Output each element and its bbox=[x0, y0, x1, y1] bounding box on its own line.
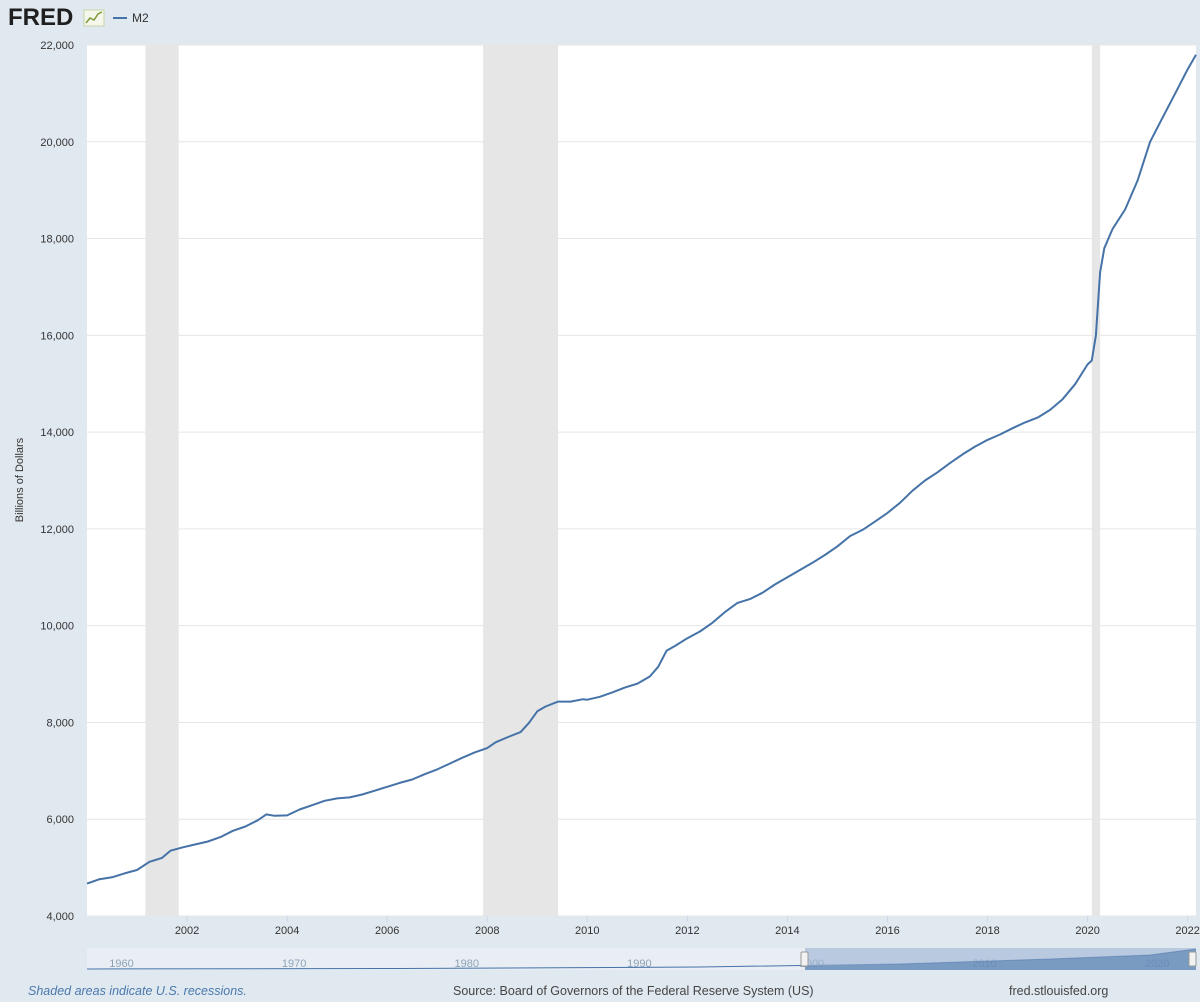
x-tick-label: 2012 bbox=[675, 925, 699, 937]
navigator-label: 1960 bbox=[109, 958, 133, 970]
y-axis: 4,000 6,000 8,000 10,000 12,000 14,000 16,000 1… bbox=[40, 40, 74, 923]
x-tick-label: 2016 bbox=[875, 925, 899, 937]
series-line-m2[interactable] bbox=[86, 54, 1197, 885]
navigator[interactable]: 1960197019801990200020102020 bbox=[86, 948, 1197, 970]
x-tick-label: 2018 bbox=[975, 925, 999, 937]
y-tick-label: 18,000 bbox=[40, 234, 74, 246]
navigator-area bbox=[805, 949, 1196, 970]
y-tick-label: 20,000 bbox=[40, 137, 74, 149]
grid-lines bbox=[87, 44, 1196, 917]
x-axis: 2002 2004 2006 2008 2010 2012 2014 2016 2018 2020… bbox=[175, 916, 1200, 937]
fred-logo-chart-icon bbox=[83, 9, 105, 27]
y-tick-label: 14,000 bbox=[40, 427, 74, 439]
plot-area bbox=[87, 45, 1196, 916]
y-tick-label: 8,000 bbox=[46, 717, 74, 729]
y-tick-label: 4,000 bbox=[46, 911, 74, 923]
y-axis-label: Billions of Dollars bbox=[14, 437, 26, 522]
recession-band-2 bbox=[1091, 45, 1101, 916]
x-tick-label: 2010 bbox=[575, 925, 599, 937]
navigator-right-handle[interactable] bbox=[1188, 951, 1197, 967]
y-tick-label: 6,000 bbox=[46, 814, 74, 826]
header: FRED M2 bbox=[8, 4, 149, 31]
x-tick-label: 2004 bbox=[275, 925, 299, 937]
legend-label[interactable]: M2 bbox=[132, 11, 149, 25]
y-tick-label: 16,000 bbox=[40, 330, 74, 342]
x-tick-label: 2020 bbox=[1075, 925, 1099, 937]
x-tick-label: 2022 bbox=[1175, 925, 1199, 937]
y-tick-label: 10,000 bbox=[40, 621, 74, 633]
series-layer bbox=[86, 54, 1197, 885]
source-url[interactable]: fred.stlouisfed.org bbox=[1009, 984, 1109, 998]
x-tick-label: 2014 bbox=[775, 925, 799, 937]
recession-band-1 bbox=[483, 45, 559, 916]
recession-band-0 bbox=[145, 45, 179, 916]
fred-logo[interactable]: FRED bbox=[8, 4, 73, 31]
y-tick-label: 12,000 bbox=[40, 524, 74, 536]
recession-note: Shaded areas indicate U.S. recessions. bbox=[28, 984, 247, 998]
x-tick-label: 2006 bbox=[375, 925, 399, 937]
x-tick-label: 2002 bbox=[175, 925, 199, 937]
recession-bands bbox=[145, 45, 1101, 916]
navigator-label: 1990 bbox=[627, 958, 651, 970]
source-note: Source: Board of Governors of the Federa… bbox=[453, 984, 814, 998]
navigator-label: 1980 bbox=[454, 958, 478, 970]
x-tick-label: 2008 bbox=[475, 925, 499, 937]
y-tick-label: 22,000 bbox=[40, 40, 74, 52]
navigator-label: 1970 bbox=[282, 958, 306, 970]
navigator-left-handle[interactable] bbox=[800, 951, 809, 967]
